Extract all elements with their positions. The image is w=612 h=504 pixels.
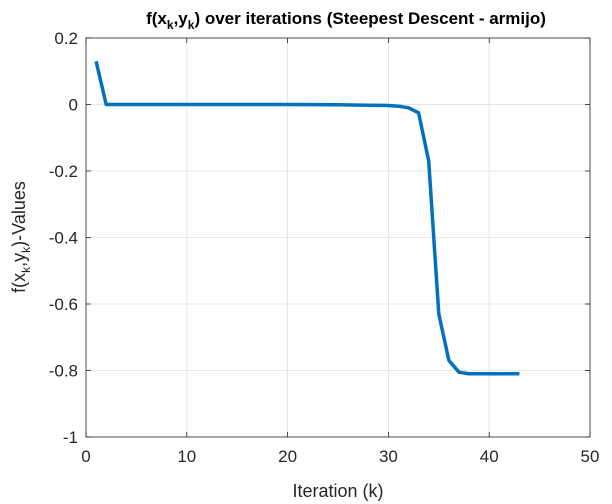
x-tick-label: 40 [480,447,499,466]
x-axis-label: Iteration (k) [292,481,383,501]
x-tick-label: 0 [81,447,90,466]
x-tick-label: 30 [379,447,398,466]
chart-title: f(xk,yk) over iterations (Steepest Desce… [146,9,546,32]
y-tick-label: -0.4 [49,229,78,248]
title-prefix: f(x [146,9,167,28]
y-tick-label: 0 [69,96,78,115]
ylabel-suffix: )-Values [9,181,29,247]
y-axis-label: f(xk,yk)-Values [9,181,33,293]
y-tick-label: -0.8 [49,362,78,381]
y-tick-label: 0.2 [54,29,78,48]
title-suffix: ) over iterations (Steepest Descent - ar… [194,9,545,28]
tick-marks [85,37,591,438]
ylabel-sub2: k [19,246,33,253]
x-tick-label: 50 [581,447,600,466]
title-sub2: k [188,18,195,32]
x-tick-label: 20 [278,447,297,466]
series-layer [94,60,520,376]
y-tick-label: -0.6 [49,295,78,314]
x-tick-label: 10 [177,447,196,466]
tick-labels: 0 10 20 30 40 50 0.2 0 -0.2 -0.4 -0.6 -0.8 -1 [49,29,600,466]
series-line [94,60,520,376]
y-tick-label: -1 [63,428,78,447]
ylabel-prefix: f(x [9,273,29,293]
title-sub1: k [167,18,174,32]
ylabel-sub1: k [19,266,33,273]
ylabel-mid: ,y [9,253,29,267]
title-mid: ,y [174,9,189,28]
y-tick-label: -0.2 [49,162,78,181]
